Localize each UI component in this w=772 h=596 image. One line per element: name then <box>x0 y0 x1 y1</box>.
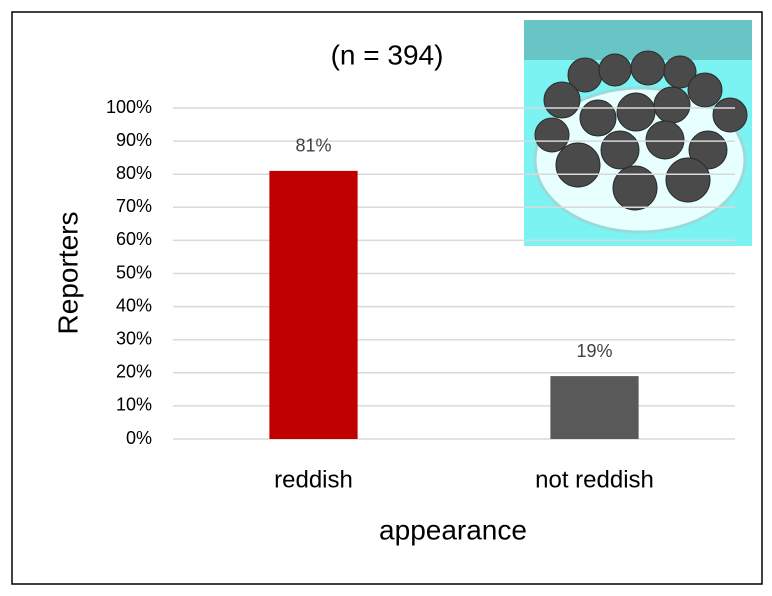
y-tick-label: 10% <box>116 395 152 415</box>
value-label: 19% <box>576 341 612 361</box>
photo-berry <box>600 130 640 170</box>
photo-berry <box>645 120 685 160</box>
photo-berry <box>555 142 601 188</box>
photo-inset <box>524 20 752 246</box>
y-tick-label: 30% <box>116 328 152 348</box>
photo-berry <box>612 165 658 211</box>
photo-berry <box>534 117 570 153</box>
photo-berry <box>687 72 723 108</box>
y-tick-label: 40% <box>116 295 152 315</box>
y-tick-label: 20% <box>116 362 152 382</box>
photo-berry <box>543 81 581 119</box>
y-tick-label: 70% <box>116 196 152 216</box>
photo-berry <box>616 92 656 132</box>
value-label: 81% <box>295 136 331 156</box>
photo-berry <box>663 55 697 89</box>
y-tick-label: 50% <box>116 262 152 282</box>
photo-berry <box>579 99 617 137</box>
y-tick-label: 100% <box>106 97 152 117</box>
y-tick-label: 0% <box>126 428 152 448</box>
y-tick-label: 80% <box>116 163 152 183</box>
y-tick-label: 60% <box>116 229 152 249</box>
y-tick-label: 90% <box>116 130 152 150</box>
photo-berry <box>630 50 666 86</box>
y-axis-label: Reporters <box>52 212 83 335</box>
photo-berry <box>712 97 748 133</box>
photo-berry <box>653 86 691 124</box>
x-tick-label: reddish <box>274 466 353 493</box>
photo-berry <box>665 157 711 203</box>
x-tick-label: not reddish <box>535 466 654 493</box>
bar <box>550 376 639 439</box>
photo-berry <box>598 53 632 87</box>
chart-title: (n = 394) <box>331 39 444 70</box>
photo-table <box>524 20 752 60</box>
bar <box>269 170 358 439</box>
x-axis-label: appearance <box>379 514 527 545</box>
